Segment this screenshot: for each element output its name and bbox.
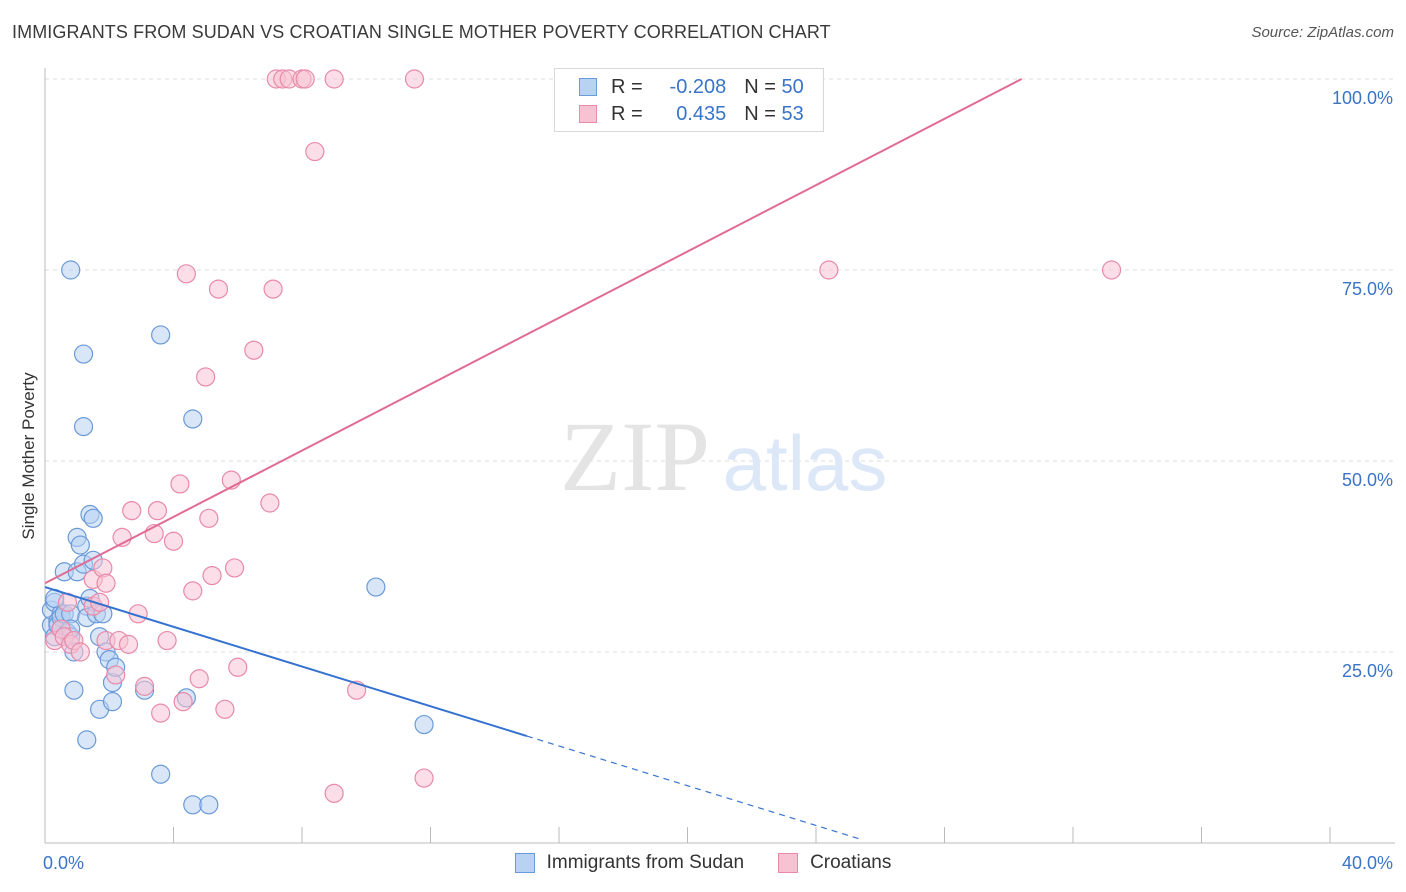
croatian-swatch: [778, 853, 799, 873]
croatian-point: [324, 783, 344, 803]
sudan-point: [70, 535, 90, 555]
sudan-point: [83, 508, 103, 528]
r-label: R =: [611, 75, 643, 98]
croatian-point: [215, 699, 235, 719]
y-axis-title: Single Mother Poverty: [19, 372, 38, 540]
legend-label: Immigrants from Sudan: [546, 852, 745, 873]
sudan-swatch: [579, 78, 597, 96]
sudan-point: [151, 325, 171, 345]
croatian-point: [134, 676, 155, 696]
sudan-trendline-extension: [526, 735, 862, 840]
croatian-point: [295, 69, 315, 89]
r-value: -0.208: [669, 75, 727, 98]
croatian-point: [244, 340, 264, 360]
sudan-point: [366, 577, 386, 597]
sudan-point: [64, 680, 84, 700]
r-label: R =: [611, 102, 643, 125]
chart-title: IMMIGRANTS FROM SUDAN VS CROATIAN SINGLE…: [12, 22, 831, 42]
croatian-swatch: [579, 105, 597, 123]
croatian-point: [208, 279, 229, 299]
croatian-point: [305, 141, 325, 162]
sudan-point: [77, 730, 97, 750]
croatian-point: [199, 508, 219, 528]
r-value: 0.435: [676, 102, 727, 125]
source-label: Source: ZipAtlas.com: [1251, 24, 1394, 41]
croatian-point: [260, 493, 280, 513]
sudan-swatch: [514, 853, 535, 873]
y-tick-label: 25.0%: [1342, 661, 1393, 681]
croatian-point: [170, 474, 190, 494]
sudan-point: [183, 795, 203, 815]
watermark-atlas: atlas: [723, 419, 888, 507]
croatian-point: [151, 703, 171, 723]
y-tick-label: 100.0%: [1332, 88, 1393, 108]
croatian-point: [196, 367, 216, 387]
croatian-point: [147, 501, 168, 521]
sudan-point: [199, 795, 219, 815]
axes: [44, 68, 1395, 844]
croatian-point: [173, 692, 193, 712]
sudan-point: [183, 409, 203, 429]
croatian-point: [263, 279, 283, 299]
croatian-point: [324, 69, 344, 89]
sudan-point: [73, 417, 94, 437]
croatian-point: [118, 634, 139, 654]
croatian-point: [189, 669, 209, 689]
n-label: N =: [744, 102, 776, 125]
y-tick-label: 75.0%: [1342, 279, 1393, 299]
croatian-point: [202, 565, 222, 586]
x-tick-label: 40.0%: [1342, 853, 1393, 873]
sudan-point: [102, 692, 123, 712]
legend-label: Croatians: [810, 852, 892, 873]
croatian-point: [106, 665, 126, 685]
grid-lines: [45, 78, 1395, 653]
n-value: 50: [781, 75, 804, 98]
axis-labels: 25.0% 50.0% 75.0% 100.0% 0.0% 40.0%: [43, 88, 1393, 873]
croatian-point: [122, 501, 142, 521]
croatian-point: [90, 592, 110, 612]
croatian-point: [96, 573, 116, 593]
y-tick-label: 50.0%: [1342, 470, 1393, 490]
croatian-trendline: [44, 78, 1023, 585]
legend-row-croatian: R = 0.435 N = 53: [579, 102, 804, 126]
watermark-zip: ZIP: [560, 401, 710, 512]
sudan-point: [61, 260, 81, 280]
x-tick-label: 0.0%: [43, 853, 84, 873]
series-legend: Immigrants from Sudan Croatians: [0, 852, 1406, 874]
trend-lines: [44, 78, 1023, 840]
legend-item-croatian[interactable]: Croatians: [778, 852, 891, 874]
croatian-point: [404, 69, 425, 89]
sudan-point: [73, 344, 94, 364]
data-points: [41, 69, 1122, 815]
n-value: 53: [781, 102, 804, 125]
croatian-point: [224, 558, 245, 578]
croatian-point: [414, 768, 434, 788]
croatian-point: [183, 581, 203, 601]
sudan-point: [414, 714, 434, 735]
croatian-point: [1101, 260, 1122, 280]
croatian-point: [228, 657, 248, 677]
croatian-point: [819, 260, 839, 280]
croatian-point: [163, 531, 184, 551]
legend-item-sudan[interactable]: Immigrants from Sudan: [514, 852, 745, 874]
legend-row-sudan: R = -0.208 N = 50: [579, 75, 804, 99]
correlation-legend: R = -0.208 N = 50 R = 0.435 N = 53: [554, 68, 824, 132]
sudan-trendline: [44, 586, 528, 737]
croatian-point: [70, 642, 90, 662]
croatian-point: [157, 630, 177, 651]
n-label: N =: [744, 75, 776, 98]
sudan-point: [151, 764, 171, 784]
croatian-point: [176, 264, 196, 284]
